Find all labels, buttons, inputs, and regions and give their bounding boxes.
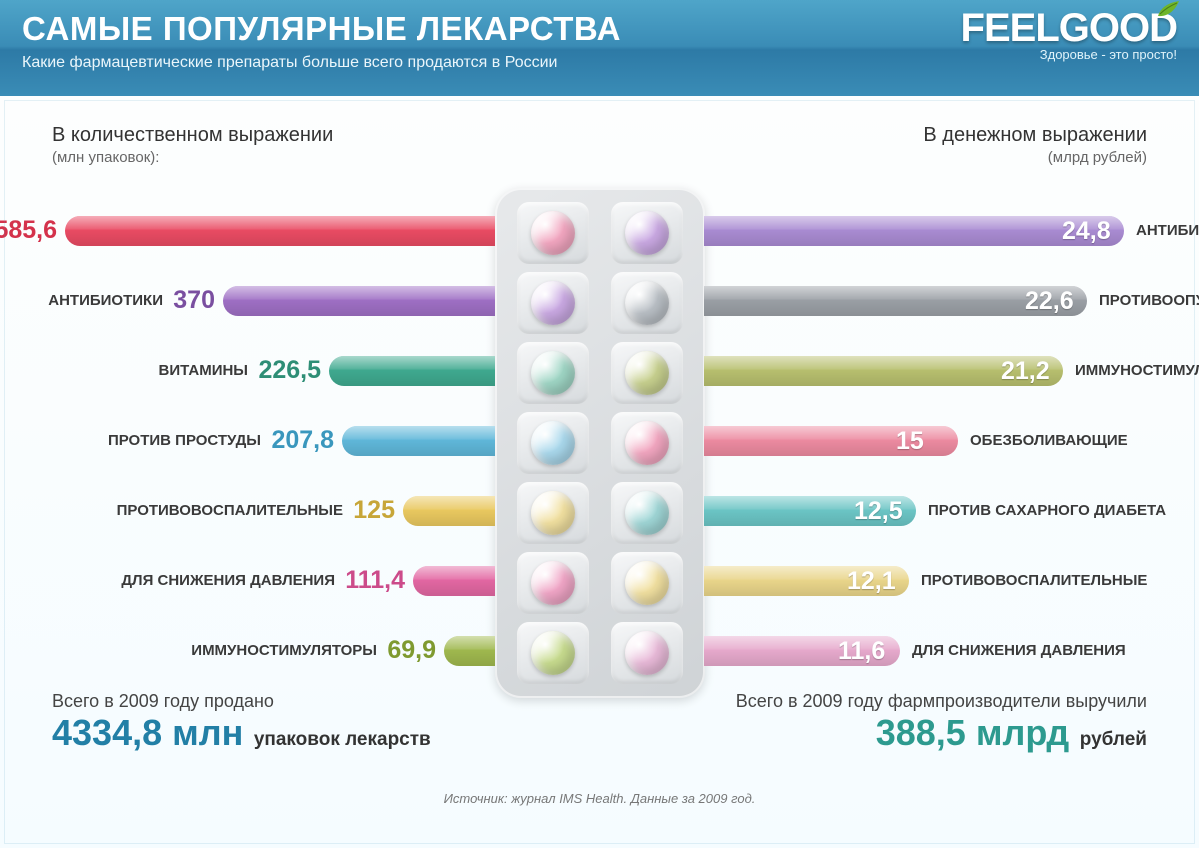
blister-cell <box>611 202 683 264</box>
left-bar <box>223 286 495 316</box>
blister-cell <box>611 272 683 334</box>
right-bar-label: ПРОТИВОВОСПАЛИТЕЛЬНЫЕ <box>921 572 1147 589</box>
left-bar <box>413 566 495 596</box>
right-bar-value: 21,2 <box>1001 357 1050 386</box>
pill-icon <box>625 491 669 535</box>
left-bar-value: 125 <box>353 496 395 525</box>
right-bar-value: 22,6 <box>1025 287 1074 316</box>
right-column-heading: В денежном выражении (млрд рублей) <box>923 124 1147 166</box>
right-bar-value: 12,1 <box>847 567 896 596</box>
left-bar <box>65 216 495 246</box>
left-col-unit: (млн упаковок): <box>52 149 333 166</box>
right-bar-value: 15 <box>896 427 924 456</box>
total-left-caption: Всего в 2009 году продано <box>52 691 431 712</box>
total-right: Всего в 2009 году фармпроизводители выру… <box>736 691 1147 754</box>
right-bar-label: ПРОТИВООПУХОЛЕВЫЕ <box>1099 292 1199 309</box>
left-bar <box>403 496 495 526</box>
blister-cell <box>517 482 589 544</box>
total-right-suffix: рублей <box>1080 729 1147 750</box>
right-bar <box>704 216 1124 246</box>
blister-cell <box>517 622 589 684</box>
left-bar <box>342 426 495 456</box>
blister-cell <box>611 342 683 404</box>
blister-cell <box>611 622 683 684</box>
left-bar-label: АНТИБИОТИКИ <box>48 292 163 309</box>
right-bar-label: ПРОТИВ САХАРНОГО ДИАБЕТА <box>928 502 1166 519</box>
left-bar-value: 69,9 <box>387 636 436 665</box>
left-bar-value: 111,4 <box>345 566 405 595</box>
right-bar-value: 12,5 <box>854 497 903 526</box>
left-bar-label: ДЛЯ СНИЖЕНИЯ ДАВЛЕНИЯ <box>121 572 335 589</box>
total-left-value: 4334,8 млн <box>52 712 243 753</box>
left-bar <box>444 636 495 666</box>
header: САМЫЕ ПОПУЛЯРНЫЕ ЛЕКАРСТВА Какие фармаце… <box>0 0 1199 96</box>
pill-icon <box>531 281 575 325</box>
blister-cell <box>517 412 589 474</box>
pill-icon <box>625 351 669 395</box>
total-left: Всего в 2009 году продано 4334,8 млн упа… <box>52 691 431 754</box>
pill-icon <box>531 211 575 255</box>
right-bar-value: 11,6 <box>838 637 885 666</box>
left-bar <box>329 356 495 386</box>
total-left-suffix: упаковок лекарств <box>254 729 431 750</box>
pill-icon <box>625 421 669 465</box>
pill-icon <box>531 491 575 535</box>
left-bar-label: ПРОТИВ ПРОСТУДЫ <box>108 432 261 449</box>
pill-icon <box>625 631 669 675</box>
left-col-title: В количественном выражении <box>52 124 333 146</box>
pill-icon <box>531 351 575 395</box>
blister-cell <box>517 272 589 334</box>
blister-pack <box>495 188 705 698</box>
chart-canvas: В количественном выражении (млн упаковок… <box>0 96 1199 848</box>
pill-icon <box>625 561 669 605</box>
pill-icon <box>625 281 669 325</box>
total-right-caption: Всего в 2009 году фармпроизводители выру… <box>736 691 1147 712</box>
right-col-title: В денежном выражении <box>923 124 1147 146</box>
right-col-unit: (млрд рублей) <box>923 149 1147 166</box>
total-right-value: 388,5 млрд <box>876 712 1070 753</box>
blister-cell <box>611 552 683 614</box>
left-bar-value: 585,6 <box>0 216 57 245</box>
left-bar-label: ПРОТИВОВОСПАЛИТЕЛЬНЫЕ <box>117 502 343 519</box>
left-bar-value: 370 <box>173 286 215 315</box>
blister-cell <box>611 482 683 544</box>
pill-icon <box>625 211 669 255</box>
pill-icon <box>531 421 575 465</box>
logo-text: FEELGOOD <box>961 6 1177 51</box>
right-bar-label: ДЛЯ СНИЖЕНИЯ ДАВЛЕНИЯ <box>912 642 1126 659</box>
leaf-icon <box>1156 0 1180 18</box>
source-caption: Источник: журнал IMS Health. Данные за 2… <box>0 791 1199 806</box>
blister-cell <box>517 342 589 404</box>
left-bar-value: 207,8 <box>271 426 334 455</box>
blister-cell <box>611 412 683 474</box>
left-column-heading: В количественном выражении (млн упаковок… <box>52 124 333 166</box>
left-bar-label: ИММУНОСТИМУЛЯТОРЫ <box>191 642 377 659</box>
blister-cell <box>517 202 589 264</box>
left-bar-value: 226,5 <box>258 356 321 385</box>
right-bar-label: ИММУНОСТИМУЛЯТОРЫ <box>1075 362 1199 379</box>
blister-cell <box>517 552 589 614</box>
right-bar-value: 24,8 <box>1062 217 1111 246</box>
logo: FEELGOOD Здоровье - это просто! <box>961 6 1177 62</box>
right-bar-label: АНТИБИОТИКИ <box>1136 222 1199 239</box>
pill-icon <box>531 631 575 675</box>
left-bar-label: ВИТАМИНЫ <box>159 362 248 379</box>
right-bar-label: ОБЕЗБОЛИВАЮЩИЕ <box>970 432 1128 449</box>
pill-icon <box>531 561 575 605</box>
